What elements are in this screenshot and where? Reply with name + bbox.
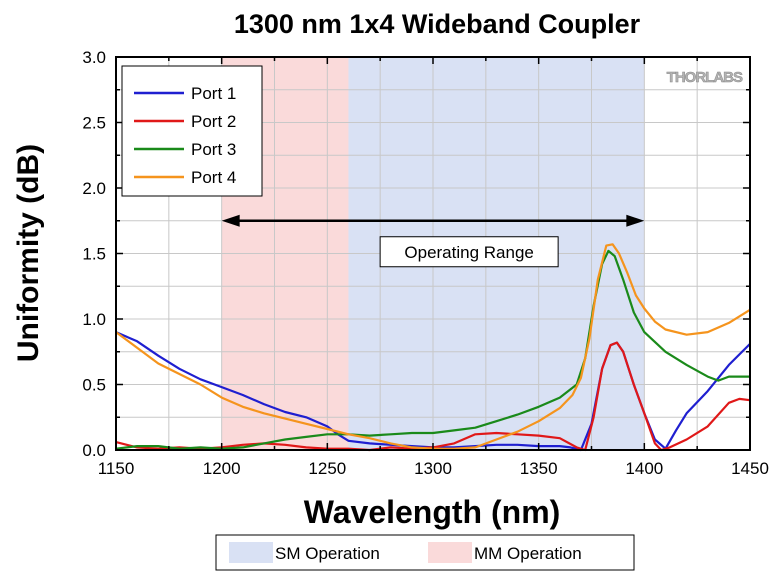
operating-range-annotation: Operating Range [221, 214, 645, 268]
legend-box [121, 65, 263, 197]
x-tick-label: 1150 [98, 459, 135, 478]
axis-ticks [115, 56, 751, 451]
series-legend: Port 1 Port 2 Port 3 Port 4 [121, 65, 263, 197]
y-tick-label: 0.5 [82, 376, 106, 395]
x-tick-label: 1350 [520, 459, 558, 478]
series-port-2 [115, 341, 751, 452]
x-axis-label: Wavelength (nm) [304, 494, 561, 530]
x-tick-label: 1250 [308, 459, 346, 478]
region-legend-box [215, 534, 635, 571]
mm-operation-swatch [428, 542, 472, 563]
region-legend: SM Operation MM Operation [215, 534, 635, 571]
sm-operation-swatch [229, 542, 273, 563]
x-tick-label: 1300 [414, 459, 452, 478]
series-lines [115, 243, 751, 452]
x-tick-label: 1200 [203, 459, 241, 478]
sm-operation-label: SM Operation [275, 544, 380, 563]
y-tick-label: 3.0 [82, 48, 106, 67]
y-tick-label: 2.5 [82, 114, 106, 133]
y-tick-label: 2.0 [82, 179, 106, 198]
legend-label-port-4: Port 4 [191, 168, 236, 187]
series-port-4 [115, 243, 751, 450]
arrow-head-right [626, 214, 645, 227]
operating-range-label: Operating Range [404, 243, 533, 262]
y-tick-label: 1.0 [82, 310, 106, 329]
arrow-head-left [221, 214, 240, 227]
x-tick-label: 1400 [625, 459, 663, 478]
chart-title: 1300 nm 1x4 Wideband Coupler [234, 9, 641, 39]
legend-label-port-1: Port 1 [191, 84, 236, 103]
thorlabs-logo: THORLABS [667, 69, 743, 86]
y-tick-labels: 0.0 0.5 1.0 1.5 2.0 2.5 3.0 [82, 48, 106, 460]
y-tick-label: 1.5 [82, 245, 106, 264]
y-tick-label: 0.0 [82, 441, 106, 460]
legend-label-port-2: Port 2 [191, 112, 236, 131]
x-tick-label: 1450 [731, 459, 769, 478]
mm-operation-label: MM Operation [474, 544, 582, 563]
y-axis-label: Uniformity (dB) [12, 144, 45, 362]
series-port-3 [115, 249, 750, 450]
legend-label-port-3: Port 3 [191, 140, 236, 159]
operating-range-label-box [379, 236, 559, 268]
x-tick-labels: 1150 1200 1250 1300 1350 1400 1450 [98, 459, 769, 478]
